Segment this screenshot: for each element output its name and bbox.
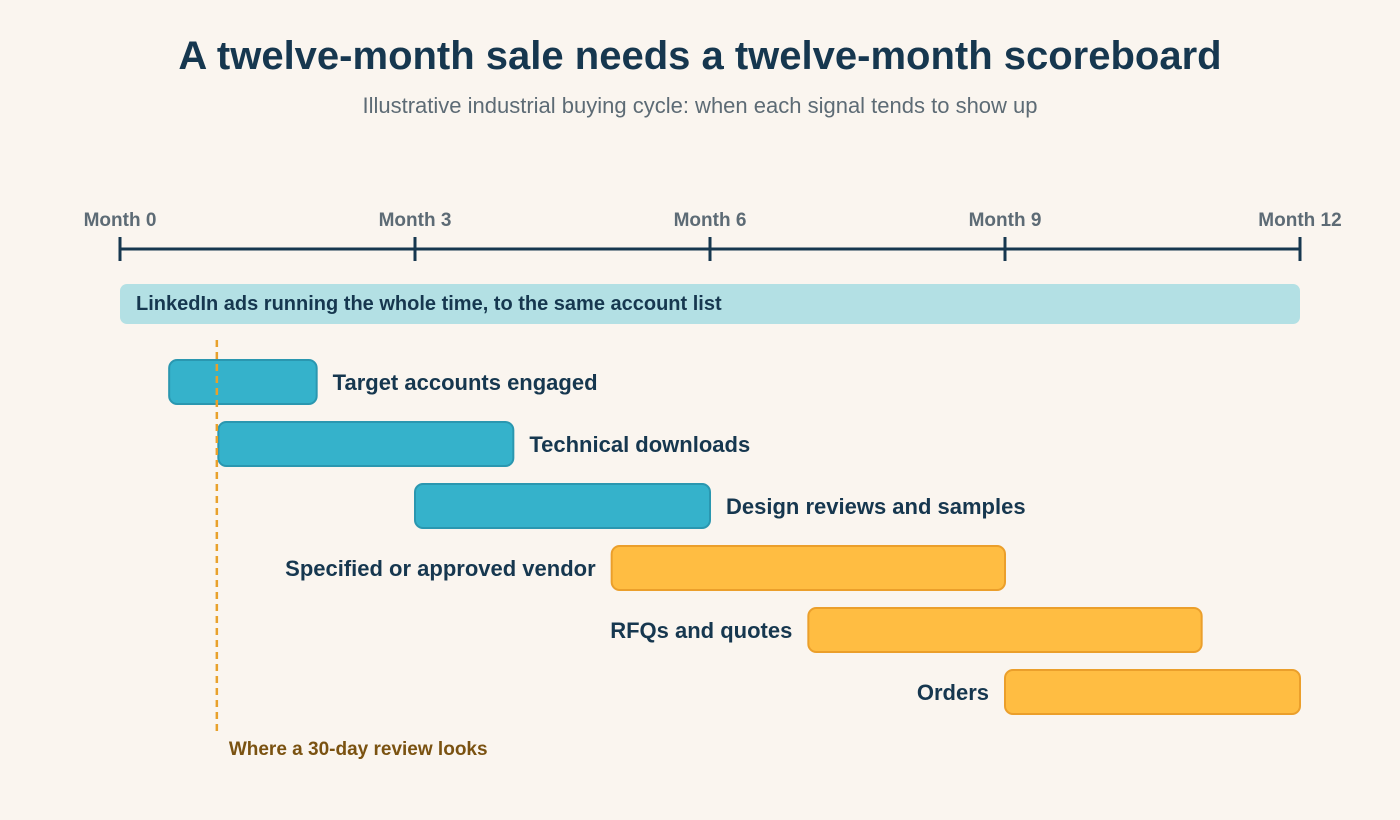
task-label: RFQs and quotes [610, 618, 792, 643]
task-bar [610, 545, 1007, 591]
x-tick-label: Month 3 [379, 210, 452, 231]
task-bar [217, 421, 515, 467]
task-bar [807, 607, 1203, 653]
chart-title: A twelve-month sale needs a twelve-month… [178, 34, 1222, 78]
task-label: Design reviews and samples [726, 494, 1026, 519]
x-tick-label: Month 0 [84, 210, 157, 231]
task-label: Orders [917, 680, 989, 705]
task-label: Target accounts engaged [333, 370, 598, 395]
chart-subtitle: Illustrative industrial buying cycle: wh… [362, 93, 1038, 118]
task-bar [1004, 669, 1301, 715]
background-band [120, 284, 1300, 324]
x-tick-label: Month 12 [1258, 210, 1341, 231]
background-band-label: LinkedIn ads running the whole time, to … [136, 293, 722, 315]
task-label: Technical downloads [529, 432, 750, 457]
task-label: Specified or approved vendor [285, 556, 596, 581]
task-bar [168, 359, 318, 405]
x-tick-label: Month 9 [969, 210, 1042, 231]
x-tick-label: Month 6 [674, 210, 747, 231]
task-bar [414, 483, 711, 529]
review-marker-label: Where a 30-day review looks [229, 739, 488, 760]
